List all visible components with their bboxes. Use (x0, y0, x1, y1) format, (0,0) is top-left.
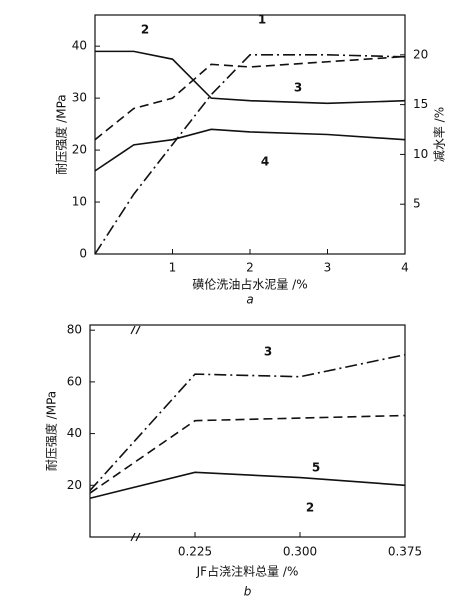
x-tick-label: 4 (401, 261, 409, 275)
x-tick-label: 2 (246, 261, 254, 275)
series-label: 5 (312, 461, 320, 475)
y-tick-label: 10 (72, 195, 87, 209)
series-label: 4 (261, 155, 269, 169)
y-tick-label: 20 (67, 478, 82, 492)
y-tick-label: 60 (67, 374, 82, 388)
y-tick-label: 0 (79, 247, 87, 261)
series-label: 2 (306, 501, 314, 515)
series-label: 2 (141, 23, 149, 37)
x-tick-label: 0.300 (283, 545, 317, 559)
y-axis-title: 耐压强度 /MPa (54, 94, 69, 174)
y2-tick-label: 20 (413, 47, 428, 61)
y2-tick-label: 10 (413, 147, 428, 161)
y-axis-title: 耐压强度 /MPa (44, 391, 59, 471)
x-tick-label: 1 (169, 261, 177, 275)
plot-frame (89, 324, 406, 538)
x-axis-title: 磺伦洗油占水泥量 /% (192, 277, 307, 292)
series-line (94, 128, 406, 172)
subtitle: b (244, 585, 252, 599)
y2-tick-label: 5 (413, 197, 421, 211)
series-label: 1 (258, 13, 266, 27)
x-tick-label: 0.375 (388, 545, 422, 559)
series-line (89, 353, 406, 491)
y-tick-label: 80 (67, 323, 82, 337)
y2-tick-label: 15 (413, 97, 428, 111)
x-tick-label: 0.225 (178, 545, 212, 559)
series-line (94, 54, 406, 255)
subtitle: a (246, 293, 253, 307)
series-line (94, 55, 406, 141)
series-label: 3 (264, 345, 272, 359)
y-tick-label: 40 (72, 39, 87, 53)
series-line (89, 471, 406, 499)
x-tick-label: 3 (324, 261, 332, 275)
y2-axis-title: 减水率 /% (432, 107, 447, 162)
y-tick-label: 20 (72, 143, 87, 157)
series-line (89, 414, 406, 494)
series-line (95, 50, 406, 105)
x-axis-title: JF占浇注料总量 /% (196, 564, 299, 579)
y-tick-label: 40 (67, 426, 82, 440)
y-tick-label: 30 (72, 91, 87, 105)
series-label: 3 (294, 81, 302, 95)
